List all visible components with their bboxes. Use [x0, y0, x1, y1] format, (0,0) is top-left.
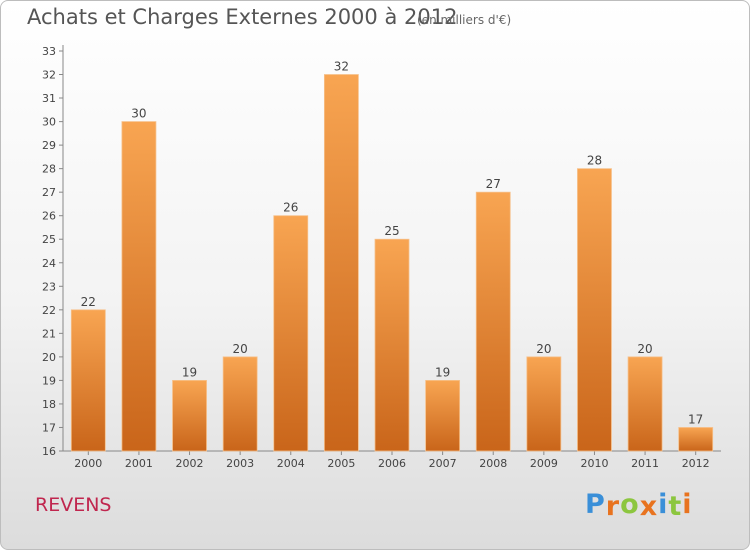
bar	[70, 309, 106, 452]
y-tick-label: 27	[42, 186, 56, 199]
bar	[222, 356, 258, 452]
y-tick-label: 32	[42, 69, 56, 82]
data-label: 30	[131, 107, 146, 121]
y-tick-label: 19	[42, 374, 56, 387]
bar	[577, 168, 612, 452]
x-tick-label: 2008	[479, 457, 507, 470]
bar	[374, 238, 410, 452]
bar	[627, 356, 663, 452]
chart-subtitle: (en milliers d'€)	[417, 13, 512, 27]
bar	[678, 427, 714, 452]
y-tick-label: 30	[42, 116, 56, 129]
bar	[121, 121, 157, 452]
logo-letter: o	[620, 489, 640, 520]
data-label: 27	[486, 177, 501, 191]
logo-letter: x	[639, 491, 659, 522]
data-label: 20	[233, 342, 248, 356]
bars	[70, 74, 714, 452]
data-label: 19	[435, 365, 450, 379]
data-label: 20	[536, 342, 551, 356]
bar	[172, 380, 207, 452]
y-tick-label: 24	[42, 257, 56, 270]
x-tick-label: 2011	[631, 457, 659, 470]
bar	[526, 356, 562, 452]
data-label: 28	[587, 154, 602, 168]
logo-letter: i	[658, 489, 669, 520]
data-label: 22	[81, 295, 96, 309]
x-tick-label: 2006	[378, 457, 406, 470]
y-tick-label: 25	[42, 233, 56, 246]
x-tick-label: 2002	[176, 457, 204, 470]
data-label: 17	[688, 412, 703, 426]
y-tick-label: 33	[42, 45, 56, 58]
y-tick-label: 22	[42, 304, 56, 317]
y-tick-label: 28	[42, 163, 56, 176]
data-label: 19	[182, 365, 197, 379]
data-label: 26	[283, 201, 298, 215]
x-tick-label: 2000	[74, 457, 102, 470]
logo-letter: i	[682, 489, 693, 520]
x-tick-label: 2012	[682, 457, 710, 470]
bar	[323, 74, 359, 452]
y-tick-label: 31	[42, 92, 56, 105]
x-tick-label: 2009	[530, 457, 558, 470]
y-tick-label: 16	[42, 445, 56, 458]
data-label: 32	[334, 60, 349, 74]
bar	[425, 380, 461, 452]
y-tick-label: 20	[42, 351, 56, 364]
proxiti-logo[interactable]: Proxiti	[585, 489, 693, 522]
logo-letter: P	[585, 489, 606, 520]
y-tick-label: 26	[42, 210, 56, 223]
y-tick-label: 21	[42, 327, 56, 340]
y-tick-label: 29	[42, 139, 56, 152]
y-tick-label: 18	[42, 398, 56, 411]
data-label: 25	[384, 224, 399, 238]
logo-letter: r	[605, 491, 621, 522]
y-tick-label: 17	[42, 421, 56, 434]
x-tick-label: 2001	[125, 457, 153, 470]
x-tick-label: 2007	[429, 457, 457, 470]
y-tick-label: 23	[42, 280, 56, 293]
x-tick-label: 2004	[277, 457, 305, 470]
chart-title: Achats et Charges Externes 2000 à 2012	[27, 5, 458, 29]
data-label: 20	[637, 342, 652, 356]
bar	[273, 215, 309, 452]
axes: 16 17 18 19 20 21 22 23 24 25 26 27 28 29 30 31 32 33 2000…	[42, 45, 721, 470]
logo-letter: t	[668, 491, 683, 522]
value-labels: 22 30 19 20 26 32 25 19 27 20 28 20 17	[81, 60, 704, 427]
x-tick-label: 2005	[327, 457, 355, 470]
x-tick-label: 2010	[580, 457, 608, 470]
bar	[475, 191, 511, 452]
x-tick-label: 2003	[226, 457, 254, 470]
city-name: REVENS	[35, 494, 112, 516]
